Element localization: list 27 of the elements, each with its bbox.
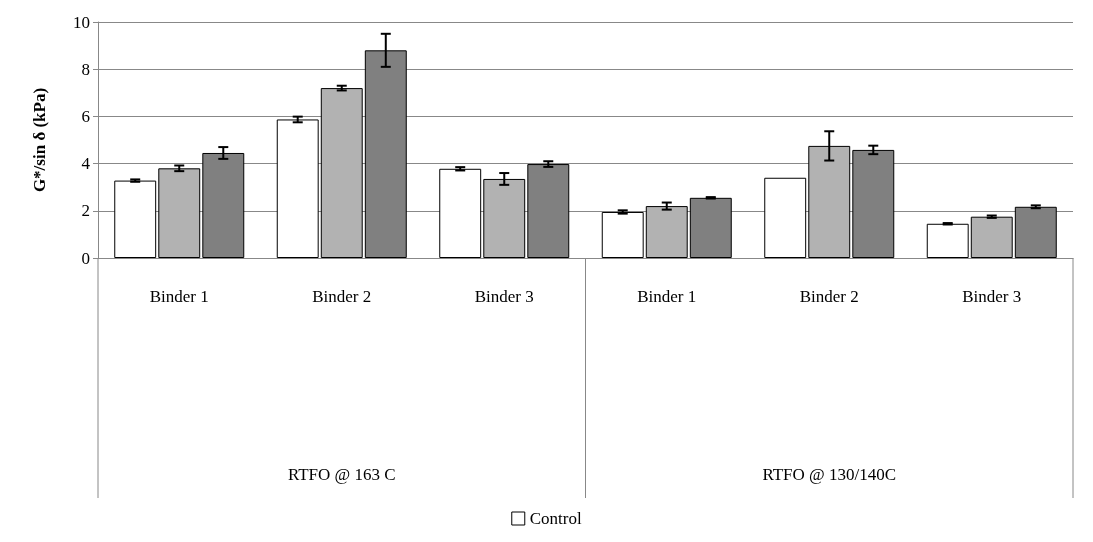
y-tick-label: 10 bbox=[73, 12, 90, 32]
bar bbox=[970, 216, 1013, 258]
y-tick-label: 4 bbox=[81, 154, 91, 174]
x-tick-label: Binder 3 bbox=[474, 287, 534, 306]
legend-label: Control bbox=[529, 509, 582, 528]
bar bbox=[483, 178, 526, 258]
y-axis-title: G*/sin δ (kPa) bbox=[30, 87, 49, 193]
bar bbox=[601, 211, 644, 258]
y-tick-label: 8 bbox=[81, 59, 90, 79]
x-tick-label: Binder 1 bbox=[637, 287, 697, 306]
bar bbox=[926, 223, 969, 258]
bar bbox=[276, 119, 319, 258]
bar bbox=[114, 180, 157, 258]
bar bbox=[645, 206, 688, 258]
bar bbox=[764, 177, 807, 258]
x-tick-label: Binder 2 bbox=[799, 287, 859, 306]
x-tick-label: Binder 3 bbox=[962, 287, 1022, 306]
text: RTFO @ 130/140C bbox=[762, 464, 897, 484]
y-tick-label: 6 bbox=[81, 106, 90, 126]
x-tick-label: Binder 2 bbox=[312, 287, 372, 306]
text: RTFO @ 163 C bbox=[287, 464, 396, 484]
y-tick-label: 2 bbox=[81, 201, 90, 221]
x-tick-label: Binder 1 bbox=[149, 287, 209, 306]
y-tick-label: 0 bbox=[81, 248, 90, 268]
bar bbox=[320, 88, 363, 258]
bar bbox=[158, 168, 201, 258]
bar bbox=[439, 168, 482, 258]
